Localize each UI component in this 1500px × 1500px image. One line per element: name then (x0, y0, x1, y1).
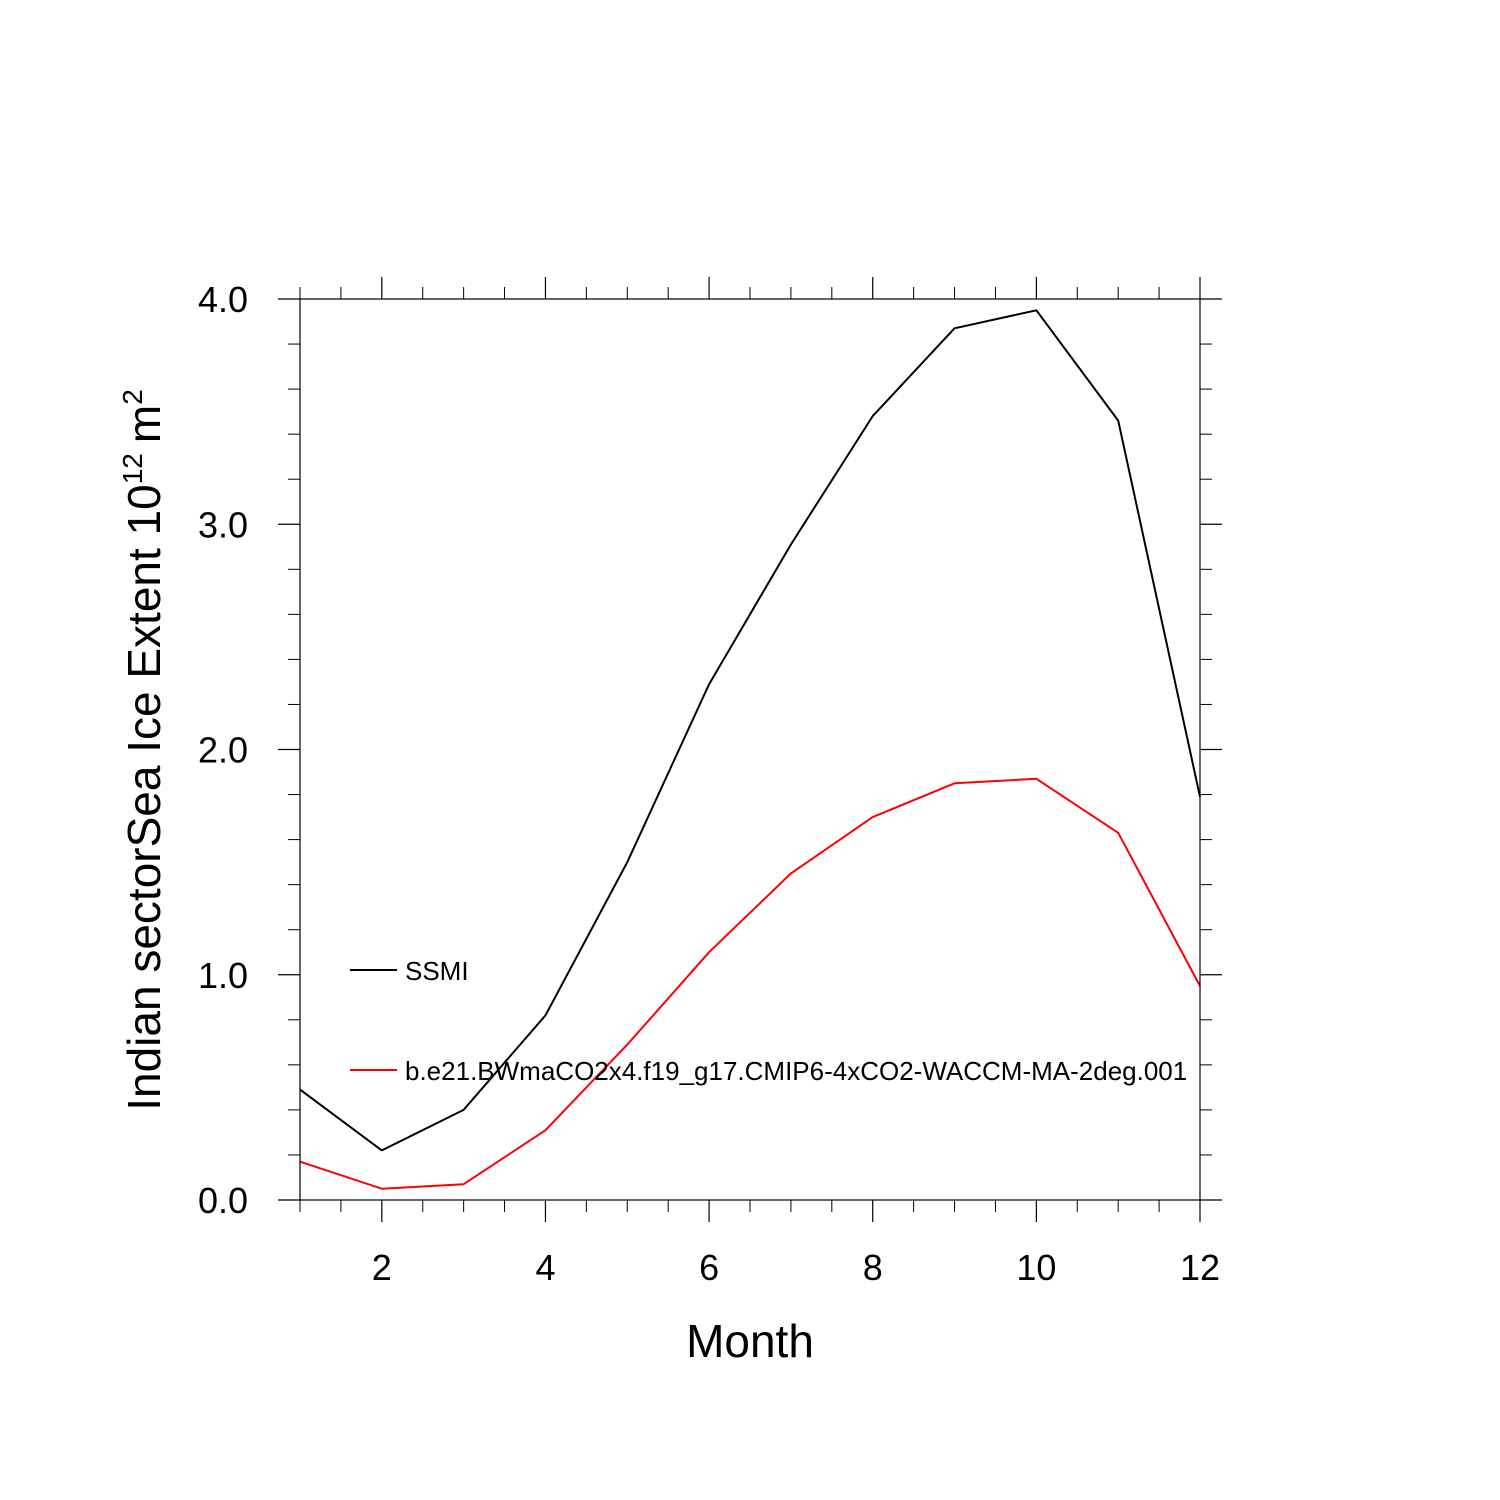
x-tick-label: 8 (863, 1247, 883, 1288)
y-axis-title-unit: m (118, 405, 170, 443)
x-tick-label: 2 (372, 1247, 392, 1288)
x-tick-labels: 2 4 6 8 10 12 (372, 1247, 1220, 1288)
major-ticks (278, 277, 1222, 1222)
series-line-ssmi (299, 309, 1201, 1152)
y-tick-label: 2.0 (198, 730, 248, 771)
y-tick-label: 1.0 (198, 955, 248, 996)
x-axis-title: Month (686, 1315, 814, 1367)
legend: SSMI b.e21.BWmaCO2x4.f19_g17.CMIP6-4xCO2… (350, 956, 1187, 1086)
y-tick-labels: 0.0 1.0 2.0 3.0 4.0 (198, 279, 248, 1221)
y-axis-title-main: Indian sectorSea Ice Extent 10 (118, 484, 170, 1111)
legend-label-ssmi: SSMI (405, 956, 469, 986)
minor-ticks (288, 287, 1212, 1212)
x-tick-label: 4 (535, 1247, 555, 1288)
legend-label-model: b.e21.BWmaCO2x4.f19_g17.CMIP6-4xCO2-WACC… (405, 1056, 1187, 1086)
x-tick-label: 12 (1180, 1247, 1220, 1288)
series-line-model (299, 777, 1201, 1190)
x-tick-label: 6 (699, 1247, 719, 1288)
y-tick-label: 0.0 (198, 1180, 248, 1221)
y-axis-title: Indian sectorSea Ice Extent 1012 m2 (117, 389, 170, 1111)
series-group (299, 309, 1201, 1190)
y-axis-title-unit-exponent: 2 (117, 389, 148, 405)
y-axis-title-exponent: 12 (117, 453, 148, 484)
y-tick-label: 4.0 (198, 279, 248, 320)
y-tick-label: 3.0 (198, 504, 248, 545)
x-tick-label: 10 (1016, 1247, 1056, 1288)
plot-frame (299, 298, 1201, 1201)
